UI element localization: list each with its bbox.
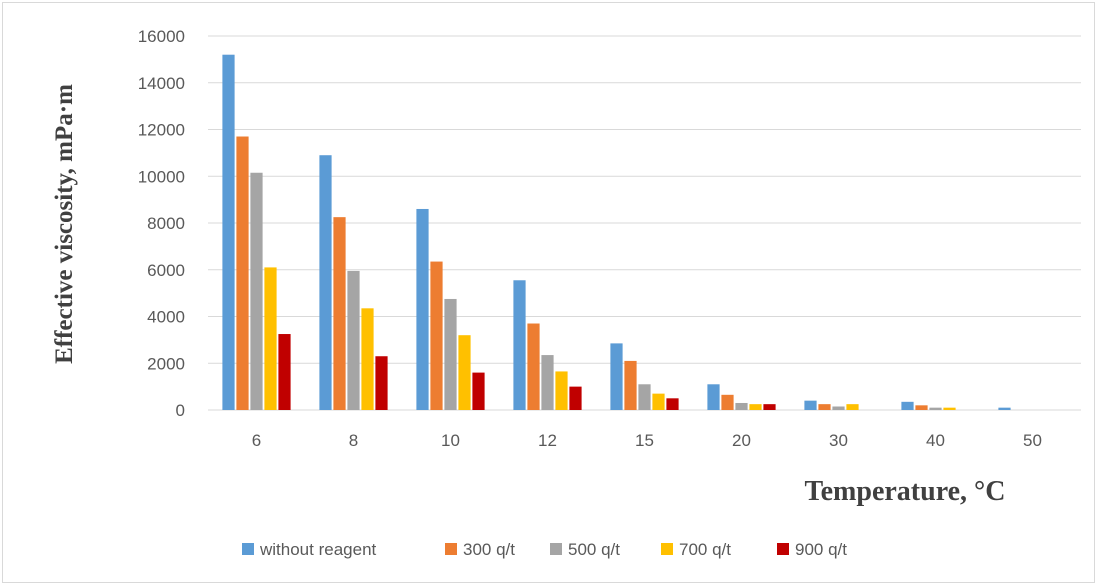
bar-700-q-t-6 xyxy=(264,267,277,410)
legend-swatch xyxy=(661,543,673,555)
bar-without-reagent-30 xyxy=(804,400,817,410)
bar-without-reagent-6 xyxy=(222,54,235,410)
bar-500-q-t-8 xyxy=(347,270,360,410)
bars xyxy=(222,54,1011,410)
y-tick-label: 6000 xyxy=(147,261,185,280)
bar-500-q-t-40 xyxy=(929,407,942,410)
bar-900-q-t-15 xyxy=(666,398,679,410)
bar-without-reagent-40 xyxy=(901,401,914,410)
x-tick-label: 6 xyxy=(252,431,261,450)
bar-900-q-t-12 xyxy=(569,386,582,410)
bar-700-q-t-15 xyxy=(652,393,665,410)
bar-500-q-t-20 xyxy=(735,402,748,410)
bar-700-q-t-20 xyxy=(749,404,762,410)
x-tick-label: 30 xyxy=(829,431,848,450)
bar-300-q-t-6 xyxy=(236,136,249,410)
legend-label: 500 q/t xyxy=(568,540,620,559)
y-tick-label: 10000 xyxy=(138,167,185,186)
bar-700-q-t-30 xyxy=(846,404,859,410)
y-tick-label: 2000 xyxy=(147,354,185,373)
bar-without-reagent-12 xyxy=(513,280,526,410)
y-tick-label: 16000 xyxy=(138,27,185,46)
bar-300-q-t-10 xyxy=(430,261,443,410)
legend-label: without reagent xyxy=(259,540,377,559)
legend-swatch xyxy=(242,543,254,555)
bar-500-q-t-10 xyxy=(444,298,457,410)
bar-500-q-t-6 xyxy=(250,172,263,410)
x-tick-label: 20 xyxy=(732,431,751,450)
bar-500-q-t-12 xyxy=(541,355,554,410)
bar-700-q-t-12 xyxy=(555,371,568,410)
x-tick-label: 8 xyxy=(349,431,358,450)
bar-900-q-t-8 xyxy=(375,356,388,410)
bar-300-q-t-15 xyxy=(624,360,637,410)
bar-500-q-t-15 xyxy=(638,384,651,410)
x-tick-label: 50 xyxy=(1023,431,1042,450)
legend-label: 300 q/t xyxy=(463,540,515,559)
bar-without-reagent-8 xyxy=(319,155,332,410)
legend: without reagent 300 q/t 500 q/t 700 q/t 900 … xyxy=(242,540,847,559)
bar-300-q-t-12 xyxy=(527,323,540,410)
bar-900-q-t-10 xyxy=(472,372,485,410)
bar-without-reagent-50 xyxy=(998,407,1011,410)
bar-300-q-t-40 xyxy=(915,405,928,410)
bar-300-q-t-20 xyxy=(721,394,734,410)
x-tick-label: 15 xyxy=(635,431,654,450)
y-tick-label: 8000 xyxy=(147,214,185,233)
y-tick-label: 0 xyxy=(176,401,185,420)
legend-swatch xyxy=(777,543,789,555)
x-tick-labels: 6 8 10 12 15 20 30 40 50 xyxy=(252,431,1042,450)
legend-label: 700 q/t xyxy=(679,540,731,559)
bar-700-q-t-10 xyxy=(458,335,471,410)
x-tick-label: 10 xyxy=(441,431,460,450)
x-axis-title: Temperature, °C xyxy=(805,476,1006,507)
bar-without-reagent-20 xyxy=(707,384,720,410)
bar-900-q-t-20 xyxy=(763,404,776,410)
bar-300-q-t-8 xyxy=(333,217,346,410)
y-tick-label: 12000 xyxy=(138,121,185,140)
y-tick-labels: 0 2000 4000 6000 8000 10000 12000 14000 16000 xyxy=(138,27,185,420)
bar-without-reagent-15 xyxy=(610,343,623,410)
bar-900-q-t-6 xyxy=(278,334,291,410)
bar-700-q-t-40 xyxy=(943,407,956,410)
y-tick-label: 14000 xyxy=(138,74,185,93)
x-tick-label: 40 xyxy=(926,431,945,450)
y-tick-label: 4000 xyxy=(147,308,185,327)
bar-700-q-t-8 xyxy=(361,308,374,410)
legend-swatch xyxy=(445,543,457,555)
bar-without-reagent-10 xyxy=(416,208,429,410)
x-tick-label: 12 xyxy=(538,431,557,450)
y-axis-title: Effective viscosity, mPa·m xyxy=(51,84,78,364)
bar-300-q-t-30 xyxy=(818,404,831,410)
legend-label: 900 q/t xyxy=(795,540,847,559)
legend-swatch xyxy=(550,543,562,555)
bar-500-q-t-30 xyxy=(832,406,845,410)
